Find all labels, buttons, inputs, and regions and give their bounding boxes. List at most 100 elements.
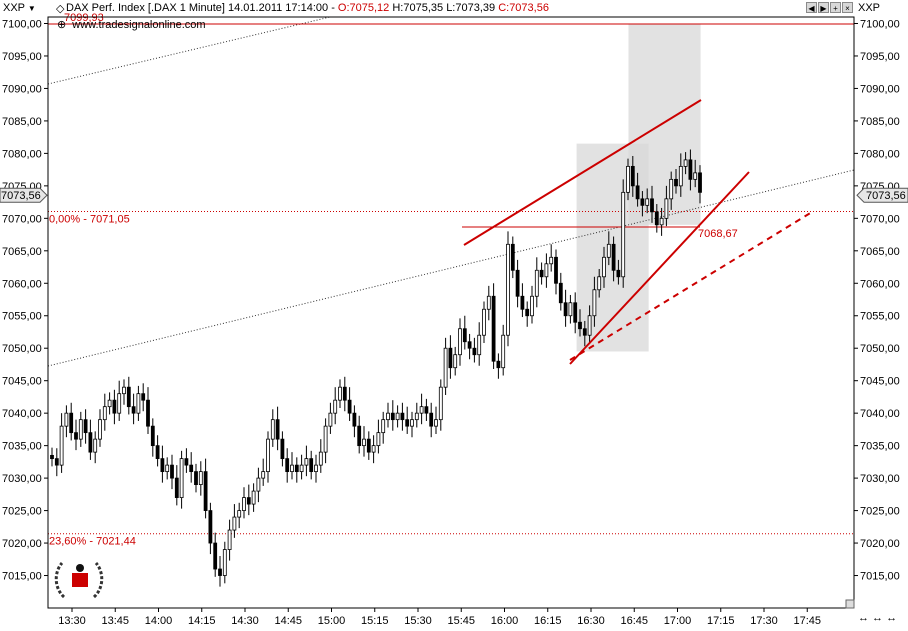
candle (141, 383, 146, 412)
candle-body (309, 458, 314, 473)
candle-body (496, 360, 501, 369)
candle (122, 379, 126, 405)
y-tick-label-left: 7035,00 (2, 441, 42, 453)
candle (381, 411, 386, 444)
y-tick-label-right: 7015,00 (860, 571, 900, 583)
candle-body (381, 419, 386, 434)
candle-body (366, 438, 371, 453)
candle (98, 409, 102, 447)
candle (698, 165, 702, 204)
candle (496, 353, 501, 379)
candle-body (246, 497, 251, 505)
candle (669, 171, 674, 210)
candle-body (83, 419, 88, 434)
red-trend-lines[interactable] (463, 99, 813, 365)
candle-body (179, 458, 184, 498)
candle-body (203, 471, 208, 511)
x-tick-label: 14:30 (231, 615, 259, 627)
y-tick-label-right: 7095,00 (860, 51, 900, 63)
candle-body (98, 419, 102, 440)
candle (261, 458, 266, 486)
candle-body (520, 295, 525, 310)
candle-body (107, 399, 112, 408)
candle (318, 439, 323, 473)
candle-body (611, 243, 616, 271)
candle-body (198, 471, 203, 486)
candle-body (227, 529, 232, 550)
candle (117, 380, 122, 421)
symbol-dropdown[interactable]: XXP ▼ (3, 2, 36, 14)
candle-body (501, 334, 506, 369)
candle-body (323, 425, 328, 453)
candle (165, 457, 170, 480)
candle (477, 322, 482, 366)
candle-body (74, 432, 78, 440)
candle (237, 502, 242, 529)
zoom-button[interactable]: + (830, 2, 841, 13)
candle-body (155, 445, 160, 460)
candle (626, 158, 630, 201)
candle-body (443, 347, 448, 388)
candle-body (54, 458, 59, 466)
candle-body (299, 464, 304, 473)
candle (530, 285, 534, 324)
fib-label-1: 0,00% - 7071,05 (49, 214, 130, 226)
last-price-label-right: 7073,56 (866, 190, 906, 202)
candle-body (683, 159, 688, 167)
y-tick-label-left: 7020,00 (2, 538, 42, 550)
candle-body (275, 419, 280, 440)
candle (688, 149, 693, 191)
candle (170, 454, 174, 490)
x-tick-label: 17:15 (707, 615, 735, 627)
candle-body (352, 412, 357, 427)
candle (266, 431, 270, 483)
candle (578, 309, 582, 337)
candle-body (592, 289, 597, 317)
last-price-label-left: 7073,56 (1, 190, 41, 202)
candles (50, 149, 702, 587)
candle (150, 418, 155, 457)
candle (213, 532, 218, 577)
y-tick-label-right: 7030,00 (860, 473, 900, 485)
scroll-right-button[interactable]: ▶ (818, 2, 829, 13)
symbol-label: XXP (3, 2, 25, 14)
candle-body (448, 347, 453, 369)
window-controls: ◀ ▶ + × (806, 2, 854, 14)
close-button[interactable]: × (842, 2, 853, 13)
source-label[interactable]: ⊕ www.tradesignalonline.com (57, 19, 206, 31)
candle (544, 253, 549, 288)
candle (218, 556, 222, 587)
candle-body (371, 445, 376, 453)
fib-label-2: 23,60% - 7021,44 (49, 536, 136, 548)
candle-body (506, 243, 510, 336)
candle-body (333, 399, 338, 414)
candle-body (515, 269, 520, 297)
candle-body (630, 165, 635, 187)
candle-body (558, 282, 563, 304)
candle (232, 504, 237, 538)
y-tick-label-right: 7035,00 (860, 441, 900, 453)
candle-body (616, 269, 621, 278)
candle (93, 431, 98, 464)
red-channel-lower (569, 171, 750, 365)
candle-body (78, 419, 83, 440)
candle (654, 204, 659, 233)
zoom-arrows-icon: ↔ ↔ ↔ (858, 612, 897, 624)
candle (294, 457, 299, 483)
candle-body (477, 334, 482, 356)
candle (280, 431, 285, 467)
logo-figure-head (76, 564, 84, 572)
candle-body (64, 412, 69, 427)
low-value: L:7073,39 (446, 2, 496, 14)
candle-body (126, 386, 131, 408)
candle-body (93, 438, 98, 453)
candle (309, 450, 314, 480)
candle (376, 419, 381, 454)
y-tick-label-left: 7080,00 (2, 148, 42, 160)
candle (136, 385, 141, 421)
last-price-tag-left (0, 187, 48, 203)
scroll-left-button[interactable]: ◀ (806, 2, 817, 13)
candle (602, 246, 606, 288)
candle (491, 283, 496, 370)
